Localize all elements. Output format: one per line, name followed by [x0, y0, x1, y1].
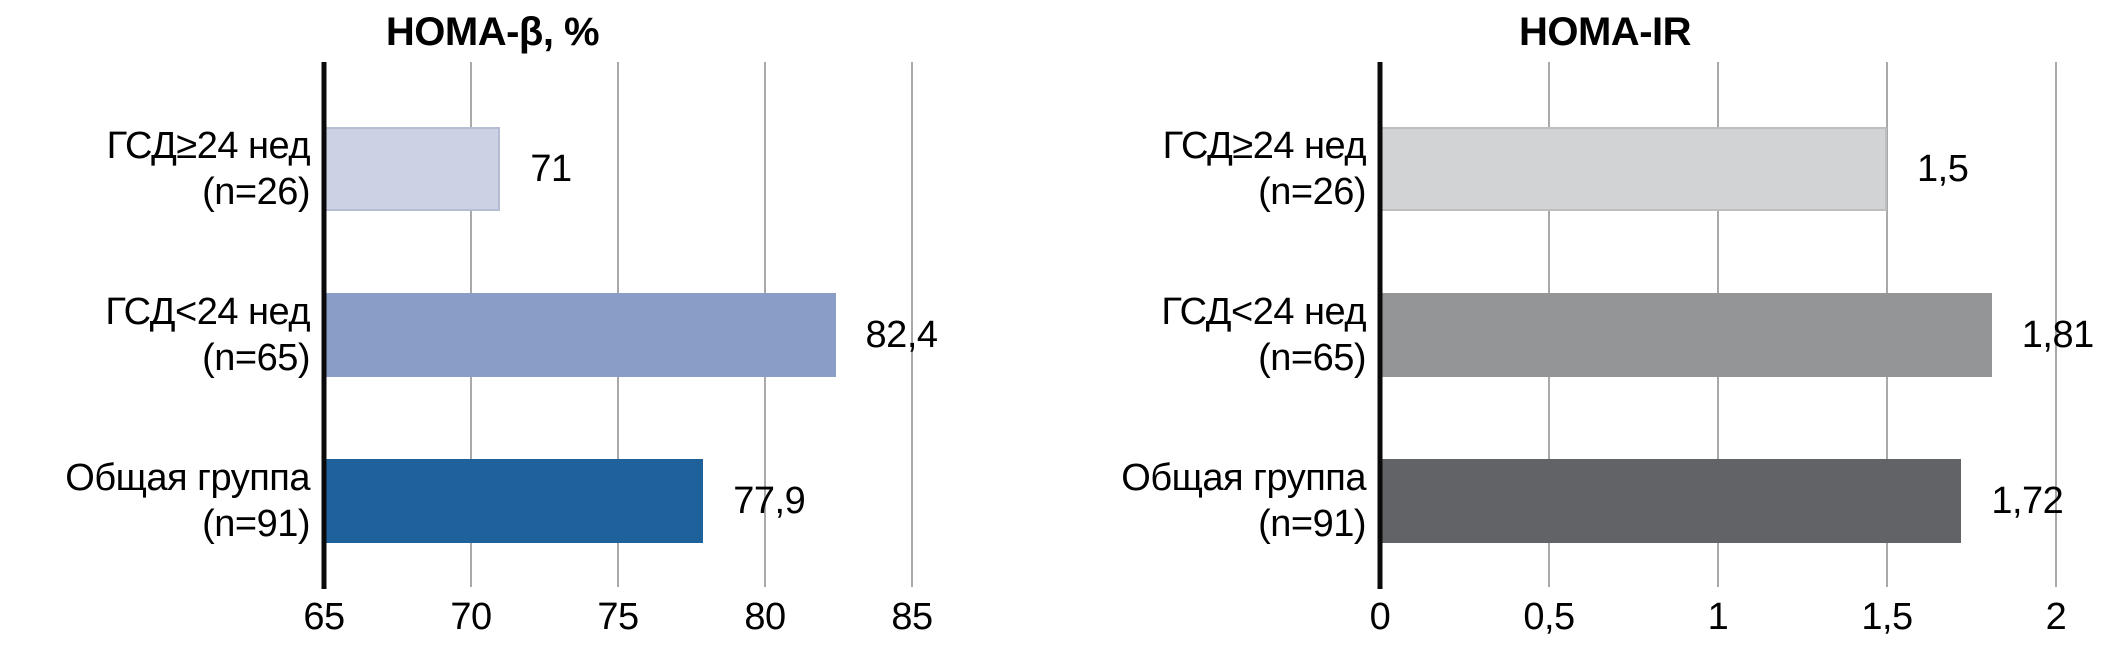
bar [324, 127, 501, 211]
x-axis: 65 70 75 80 85 [303, 584, 933, 654]
bar-row: ГСД<24 нед (n=65) 1,81 [1105, 252, 2105, 418]
bar-row: ГСД<24 нед (n=65) 82,4 [0, 252, 985, 418]
rows: ГСД≥24 нед (n=26) 71 ГСД<24 нед (n=65) 82,4 Об… [0, 62, 985, 584]
bar [1380, 459, 1962, 543]
bar [324, 459, 704, 543]
category-label-line2: (n=26) [1258, 171, 1366, 213]
category-label: Общая группа (n=91) [1105, 455, 1380, 547]
x-axis: 0 0,5 1 1,5 2 [1370, 584, 2067, 654]
bar-track: 82,4 [324, 293, 938, 377]
category-label-line1: ГСД≥24 нед [106, 125, 311, 167]
chart-body: ГСД≥24 нед (n=26) 1,5 ГСД<24 нед (n=65) 1,81 О… [1105, 62, 2105, 589]
category-label-line1: ГСД<24 нед [105, 291, 310, 333]
bar [1380, 293, 1992, 377]
value-label: 1,72 [1991, 479, 2064, 522]
category-label: ГСД<24 нед (n=65) [1105, 289, 1380, 381]
category-label-line1: Общая группа [65, 457, 310, 499]
gridline [2055, 62, 2057, 587]
chart-body: ГСД≥24 нед (n=26) 71 ГСД<24 нед (n=65) 82,4 Об… [0, 62, 985, 589]
x-tick-label: 0,5 [1523, 596, 1575, 638]
gridline [911, 62, 913, 587]
x-tick-label: 85 [891, 596, 933, 638]
category-label-line2: (n=65) [1258, 337, 1366, 379]
category-label-line1: ГСД≥24 нед [1162, 125, 1367, 167]
bar-track: 77,9 [324, 459, 912, 543]
x-tick-label: 65 [303, 596, 345, 638]
chart-homa-ir: HOMA-IR ГСД≥24 нед (n=26) 1,5 ГСД<24 нед (n=… [1105, 0, 2105, 650]
bar-row: Общая группа (n=91) 77,9 [0, 418, 985, 584]
bar-track: 1,72 [1380, 459, 2064, 543]
category-label-line2: (n=65) [202, 337, 310, 379]
category-label-line2: (n=91) [202, 503, 310, 545]
x-tick-label: 1 [1707, 596, 1729, 638]
x-tick-label: 0 [1369, 596, 1391, 638]
category-label: ГСД≥24 нед (n=26) [0, 123, 324, 215]
x-tick-label: 2 [2045, 596, 2067, 638]
chart-title: HOMA-β, % [385, 10, 600, 54]
x-tick-label: 1,5 [1861, 596, 1913, 638]
category-label: Общая группа (n=91) [0, 455, 324, 547]
category-label-line2: (n=26) [202, 171, 310, 213]
value-label: 1,5 [1917, 147, 1969, 190]
bar [1380, 127, 1887, 211]
chart-homa-beta: HOMA-β, % ГСД≥24 нед (n=26) 71 ГСД<24 нед (n… [0, 0, 985, 650]
bar [324, 293, 836, 377]
bar-row: Общая группа (n=91) 1,72 [1105, 418, 2105, 584]
category-label: ГСД≥24 нед (n=26) [1105, 123, 1380, 215]
rows: ГСД≥24 нед (n=26) 1,5 ГСД<24 нед (n=65) 1,81 О… [1105, 62, 2105, 584]
category-label-line1: ГСД<24 нед [1161, 291, 1366, 333]
bar-track: 71 [324, 127, 912, 211]
y-axis-line [321, 62, 327, 589]
bar-row: ГСД≥24 нед (n=26) 1,5 [1105, 86, 2105, 252]
bar-row: ГСД≥24 нед (n=26) 71 [0, 86, 985, 252]
value-label: 77,9 [733, 479, 806, 522]
category-label: ГСД<24 нед (n=65) [0, 289, 324, 381]
value-label: 1,81 [2021, 313, 2094, 356]
category-label-line2: (n=91) [1258, 503, 1366, 545]
value-label: 71 [530, 147, 572, 190]
value-label: 82,4 [865, 313, 938, 356]
chart-title: HOMA-IR [1518, 10, 1692, 54]
y-axis-line [1377, 62, 1383, 589]
x-tick-label: 80 [744, 596, 786, 638]
category-label-line1: Общая группа [1121, 457, 1366, 499]
x-tick-label: 75 [597, 596, 639, 638]
bar-track: 1,5 [1380, 127, 2056, 211]
x-tick-label: 70 [450, 596, 492, 638]
bar-track: 1,81 [1380, 293, 2094, 377]
